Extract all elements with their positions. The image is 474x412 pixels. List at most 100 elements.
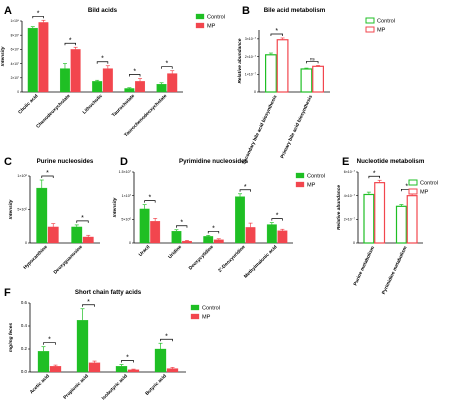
legend-swatch-control [408, 179, 418, 186]
significance-mark: * [133, 69, 136, 76]
bar-mp [70, 49, 81, 93]
significance-bracket [64, 42, 76, 46]
panel-e: E Nucleotide metabolism 0 2×10⁻⁷ 4×10⁻⁷ 6×10⁻… [336, 156, 438, 295]
y-axis-label: Intensity [8, 199, 14, 219]
significance-bracket [76, 220, 89, 223]
chart-title: Bild acids [88, 7, 118, 14]
bar-mp [276, 39, 289, 93]
y-tick-label: 6×10⁷ [11, 48, 20, 52]
x-tick-label: Methylmalonic acid [243, 244, 279, 280]
significance-bracket [41, 175, 54, 179]
significance-mark: * [87, 299, 90, 306]
bar-control [139, 208, 150, 244]
panel-letter: A [4, 5, 12, 17]
bar-control [266, 224, 277, 244]
significance-bracket [271, 218, 283, 221]
legend: Control MP [365, 17, 395, 34]
bar-mp [150, 221, 161, 244]
legend-swatch-control [195, 13, 205, 20]
y-tick-label: 0.0 [21, 369, 28, 374]
bar-mp [127, 369, 140, 373]
significance-bracket [368, 175, 380, 179]
bar-mp [102, 68, 113, 93]
legend: Control MP [408, 179, 438, 196]
significance-bracket [306, 61, 319, 64]
bar-mp [167, 73, 178, 93]
y-tick-label: 0.2 [21, 346, 28, 351]
legend-label: Control [420, 181, 438, 187]
x-tick-label: Chenodeoxycholate [35, 93, 72, 130]
bar-control [37, 351, 50, 373]
panel-c: C Purine nucleosides 0 5×10⁵ 1×10⁶ Intensity *… [4, 156, 100, 276]
y-tick-label: 5×10⁵ [17, 208, 27, 212]
y-tick-label: 3×10⁻⁷ [245, 37, 257, 41]
panel-d: D Pyrimidine nucleosides 0 5×10⁶ 1×10⁷ 1.5×10… [112, 156, 325, 280]
significance-bracket [32, 15, 44, 19]
panel-letter: E [342, 156, 349, 168]
x-tick-label: Uridine [167, 244, 183, 260]
y-tick-label: 1×10⁶ [17, 174, 27, 178]
significance-mark: * [276, 213, 279, 220]
bar-control [203, 236, 214, 244]
significance-bracket [43, 342, 56, 345]
bar-control [115, 366, 128, 373]
y-axis-label: Relative abundance [336, 185, 342, 230]
legend-label: Control [202, 306, 220, 312]
significance-mark: * [212, 225, 215, 232]
legend-swatch-mp [365, 26, 375, 33]
chart-title: Nucleotide metabolism [357, 158, 425, 165]
panel-letter: C [4, 156, 12, 168]
bar-control [265, 54, 277, 93]
significance-mark: * [37, 10, 40, 17]
legend: Control MP [195, 13, 225, 30]
y-tick-label: 1×10⁻⁷ [245, 72, 257, 76]
y-tick-label: 2×10⁻⁷ [245, 55, 257, 59]
y-axis-label: Relative abundance [237, 38, 243, 83]
bar-control [395, 205, 407, 244]
significance-bracket [129, 74, 141, 77]
legend-swatch-control [295, 172, 305, 179]
significance-bracket [82, 304, 95, 307]
significance-mark: * [275, 28, 278, 35]
y-tick-label: 2×10⁷ [11, 76, 20, 80]
y-tick-label: 0 [129, 241, 131, 245]
legend-label: Control [207, 15, 225, 21]
legend-label: Control [307, 174, 325, 180]
significance-mark: ns [310, 56, 316, 61]
bar-control [59, 68, 70, 93]
legend-label: MP [377, 28, 386, 34]
x-tick-label: Purine metabolism [352, 245, 376, 286]
significance-mark: * [180, 220, 183, 227]
chart-title: Purine nucleosides [37, 158, 94, 165]
panel-letter: B [242, 5, 250, 17]
significance-bracket [207, 231, 220, 234]
legend-label: MP [307, 183, 316, 189]
bar-control [71, 226, 83, 244]
x-tick-label: Secondary bile acid biosynthesis [241, 94, 279, 165]
significance-mark: * [101, 56, 104, 63]
y-tick-label: 4×10⁻⁷ [344, 194, 356, 198]
legend: Control MP [190, 304, 220, 321]
significance-bracket [96, 61, 109, 64]
panel-a: A Bild acids 0 2×10⁷ 4×10⁷ 6×10⁷ 8×10⁷ 1×10⁸ Int… [0, 5, 225, 138]
bar-mp [47, 226, 59, 244]
significance-bracket [144, 200, 156, 203]
legend-swatch-control [190, 304, 200, 311]
bar-control [36, 187, 48, 244]
y-tick-label: 6×10⁻⁷ [344, 170, 356, 174]
significance-mark: * [405, 183, 408, 190]
bar-control [124, 88, 135, 93]
significance-mark: * [81, 215, 84, 222]
y-axis-label: Intensity [112, 197, 118, 217]
legend-swatch-control [365, 17, 375, 24]
significance-mark: * [69, 37, 72, 44]
x-tick-label: Primary bile acid biosynthesis [279, 94, 314, 159]
significance-mark: * [48, 337, 51, 344]
y-tick-label: 2×10⁻⁷ [344, 218, 356, 222]
significance-mark: * [166, 61, 169, 68]
legend-label: MP [207, 24, 216, 30]
significance-mark: * [373, 170, 376, 177]
x-tick-label: Deoxyguanosine [53, 244, 85, 276]
bar-control [154, 348, 167, 373]
legend-label: Control [377, 19, 395, 25]
